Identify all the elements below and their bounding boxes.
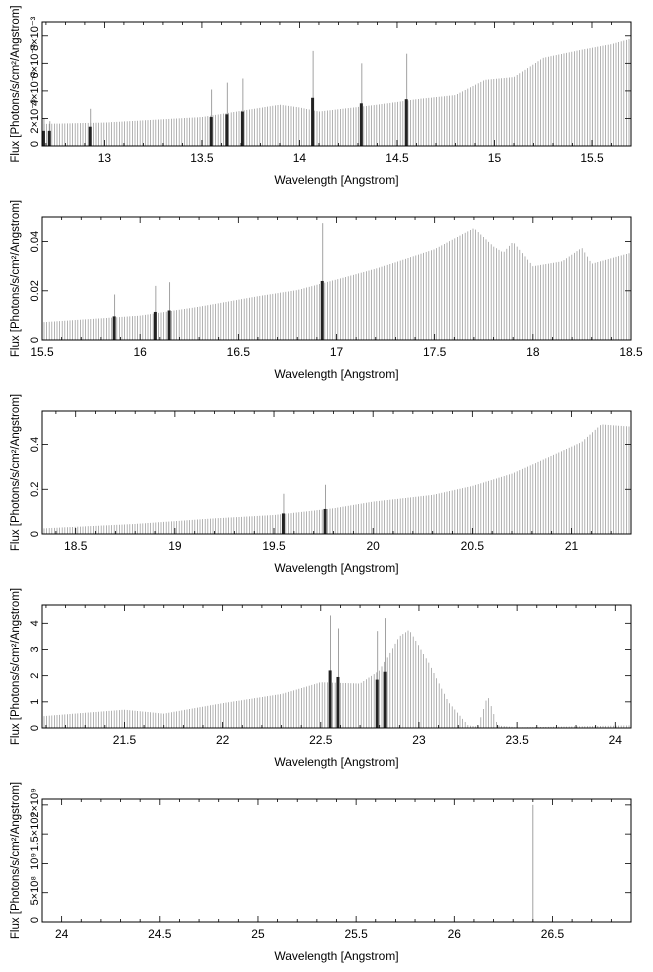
x-tick-label: 16 [133,345,147,359]
y-tick-label: 0 [29,337,41,343]
line-bar [328,670,332,728]
y-tick-label: 10⁹ [29,853,41,870]
line-bar [153,311,157,340]
plot-frame [41,604,632,729]
y-tick-label: 0.04 [29,231,41,252]
x-axis-label: Wavelength [Angstrom] [274,755,398,769]
x-tick-label: 13.5 [190,151,214,165]
continuum-series [43,424,630,534]
line-bar [323,508,327,534]
y-tick-label: 6×10⁻³ [29,44,41,79]
x-axis-label: Wavelength [Angstrom] [274,367,398,381]
y-tick-label: 0 [29,531,41,537]
plot-frame [41,21,632,147]
x-tick-label: 26.5 [541,927,565,941]
x-tick-label: 13 [98,151,112,165]
line-bar [225,114,229,146]
x-tick-label: 24 [55,927,69,941]
line-bar [209,117,213,146]
y-tick-label: 8×10⁻³ [29,16,41,51]
y-tick-label: 1.5×10⁹ [29,813,41,852]
x-tick-label: 21.5 [113,733,137,747]
x-axis-label: Wavelength [Angstrom] [274,561,398,575]
line-bar [375,679,379,728]
plot-frame [41,798,632,923]
y-tick-label: 0.4 [29,437,41,452]
panel-1: 13 13.5 14 14.5 15 15.5 0 2×10⁻³4×10⁻³6×10⁻³8×1… [10,5,632,187]
line-bar [240,111,244,146]
y-axis-label: Flux [Photons/s/cm²/Angstrom] [10,588,22,745]
x-axis-label: Wavelength [Angstrom] [274,173,398,187]
line-bar [112,316,116,340]
x-tick-label: 25 [251,927,265,941]
continuum-series [43,228,630,340]
x-tick-label: 22.5 [309,733,333,747]
plot-frame [41,216,632,341]
line-bar [320,280,324,340]
y-axis-label: Flux [Photons/s/cm²/Angstrom] [10,782,22,939]
plot-frame [41,410,632,535]
x-tick-label: 14 [293,151,307,165]
line-bar [383,671,387,728]
line-bar [336,676,340,728]
x-tick-label: 15 [488,151,502,165]
line-bar [167,310,171,340]
x-tick-label: 24 [609,733,623,747]
x-tick-label: 16.5 [227,345,251,359]
y-axis-label: Flux [Photons/s/cm²/Angstrom] [10,200,22,357]
x-tick-label: 19 [168,539,182,553]
y-tick-label: 0.02 [29,280,41,301]
y-tick-label: 4×10⁻³ [29,71,41,106]
y-tick-label: 3 [29,646,41,652]
y-tick-label: 5×10⁸ [29,876,41,905]
line-bar [404,99,408,146]
x-tick-label: 25.5 [344,927,368,941]
continuum-series [43,630,630,728]
x-tick-label: 19.5 [262,539,286,553]
y-tick-label: 2×10⁹ [29,788,41,818]
panel-3: 18.5 19 19.5 20 20.5 21 0 0.2 0.4 Wavelength [Ang… [10,394,632,575]
y-tick-label: 2×10⁻³ [29,99,41,134]
line-bar [47,130,51,146]
y-tick-label: 0 [29,141,41,147]
x-tick-label: 18.5 [619,345,643,359]
x-tick-label: 20.5 [461,539,485,553]
line-bar [281,513,285,534]
y-tick-label: 4 [29,620,41,626]
x-tick-label: 15.5 [30,345,54,359]
x-tick-label: 18.5 [64,539,88,553]
x-tick-label: 18 [526,345,540,359]
x-tick-label: 14.5 [385,151,409,165]
x-tick-label: 23.5 [505,733,529,747]
x-tick-label: 26 [448,927,462,941]
y-tick-label: 0 [29,917,41,923]
line-bar [311,97,315,146]
x-tick-label: 20 [367,539,381,553]
x-tick-label: 21 [565,539,579,553]
x-tick-label: 24.5 [148,927,172,941]
y-axis-label: Flux [Photons/s/cm²/Angstrom] [10,5,22,162]
x-tick-label: 23 [412,733,426,747]
y-tick-label: 2 [29,673,41,679]
y-axis-label: Flux [Photons/s/cm²/Angstrom] [10,394,22,551]
y-tick-label: 1 [29,699,41,705]
x-tick-label: 17.5 [423,345,447,359]
line-bar [88,126,92,146]
x-tick-label: 15.5 [580,151,604,165]
y-tick-label: 0.2 [29,482,41,497]
x-axis-label: Wavelength [Angstrom] [274,949,398,963]
x-tick-label: 17 [330,345,344,359]
continuum-series [43,39,630,146]
panel-2: 15.5 16 16.5 17 17.5 18 18.5 0 0.02 0.04 Wavelengt… [10,200,643,381]
line-bar [359,103,363,146]
x-tick-label: 22 [216,733,230,747]
line-bar [41,130,45,146]
y-tick-label: 0 [29,725,41,731]
